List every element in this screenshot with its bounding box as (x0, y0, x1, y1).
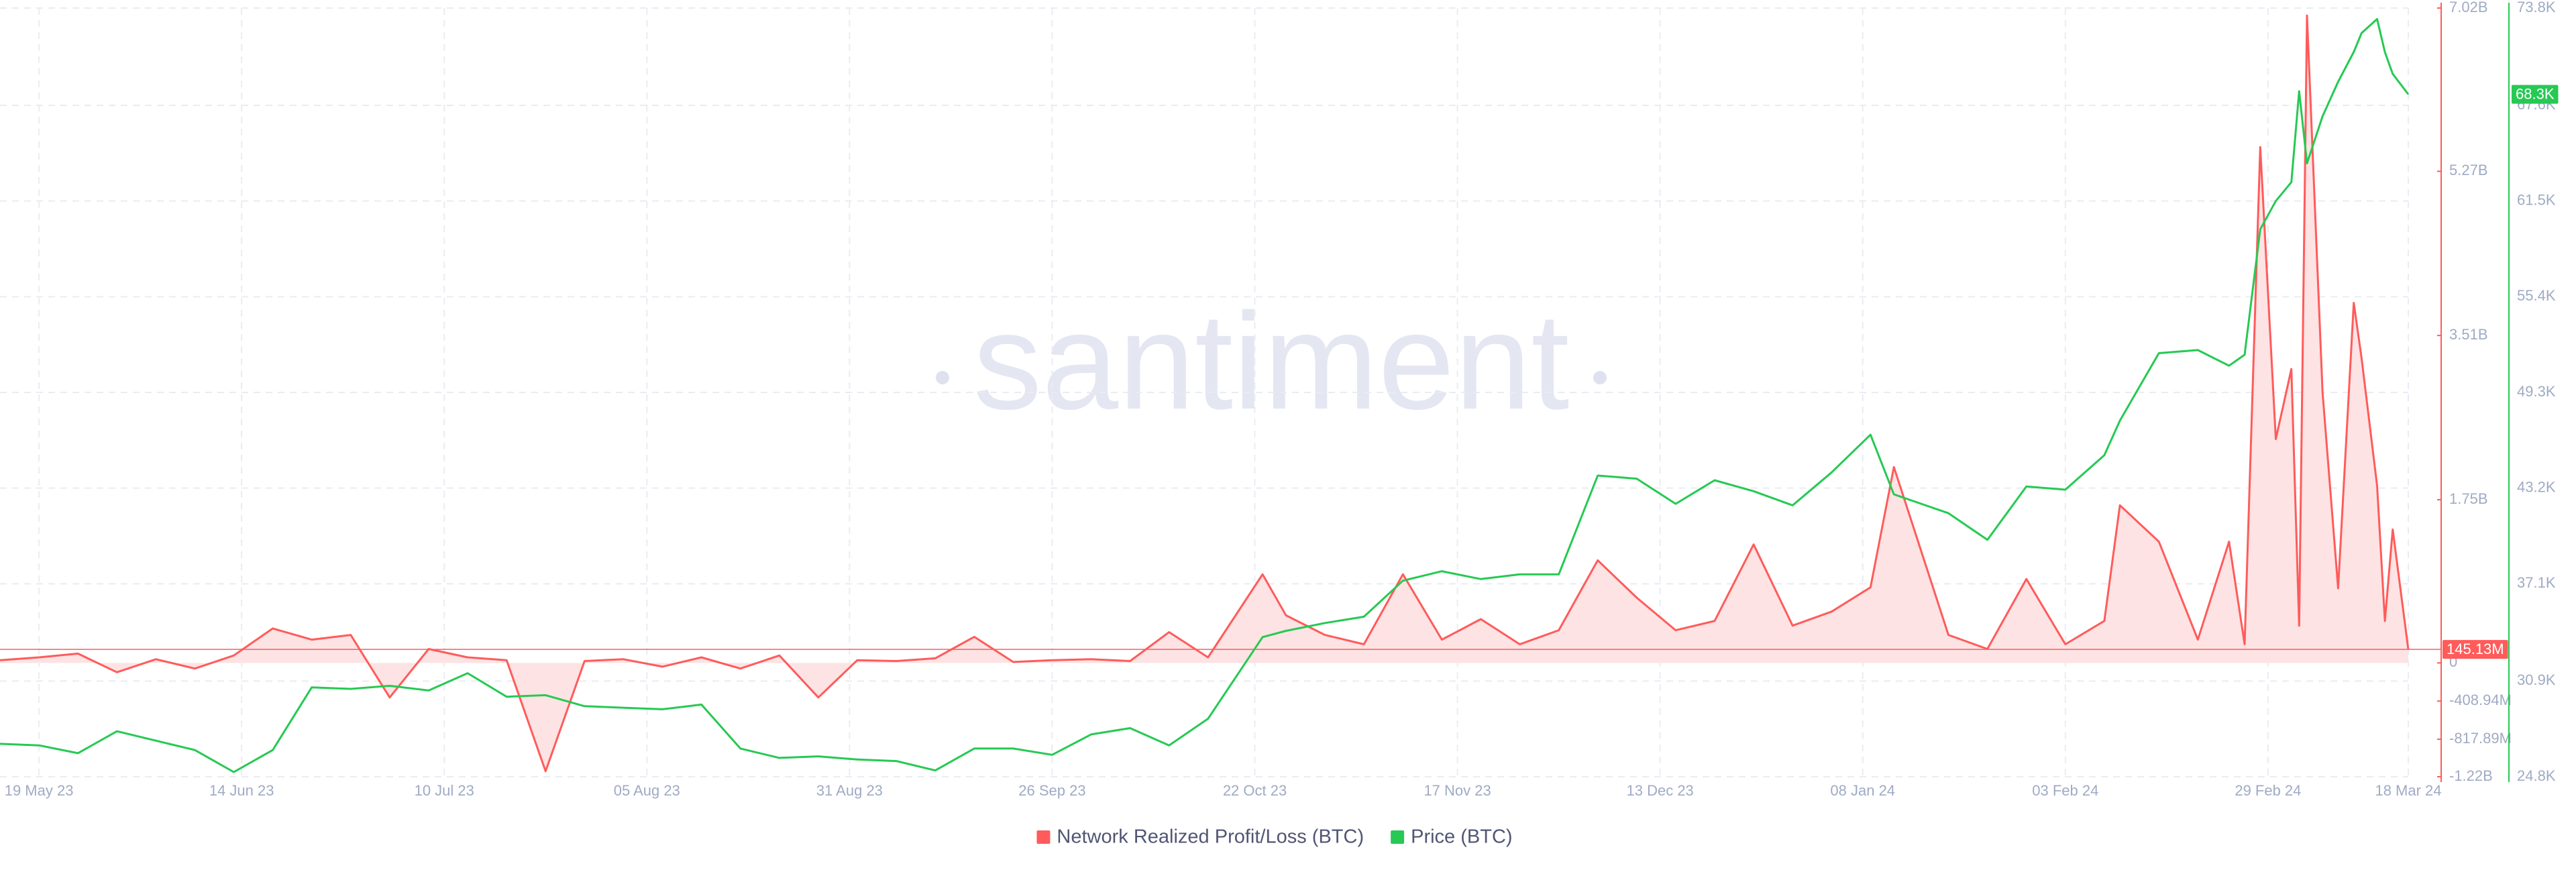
x-tick-label: 18 Mar 24 (2375, 782, 2441, 799)
legend-swatch (1036, 830, 1051, 844)
x-tick-label: 08 Jan 24 (1830, 782, 1895, 799)
y2-tick-label: 1.75B (2449, 490, 2488, 507)
x-tick-label: 10 Jul 23 (415, 782, 474, 799)
y-tick-label: 73.8K (2517, 0, 2556, 15)
y2-tick-label: -408.94M (2449, 692, 2512, 708)
legend-swatch (1391, 830, 1405, 844)
y-tick-label: 37.1K (2517, 574, 2556, 591)
x-tick-label: 13 Dec 23 (1627, 782, 1694, 799)
x-tick-label: 31 Aug 23 (816, 782, 883, 799)
current-value-badge (2512, 85, 2559, 104)
x-tick-label: 03 Feb 24 (2032, 782, 2098, 799)
y-tick-label: 43.2K (2517, 478, 2556, 495)
y2-tick-label: 7.02B (2449, 0, 2488, 15)
x-tick-label: 14 Jun 23 (209, 782, 274, 799)
y-tick-label: 55.4K (2517, 287, 2556, 304)
series-line (0, 17, 2410, 773)
watermark-dot (1593, 371, 1607, 384)
series-line (0, 14, 2410, 773)
y-tick-label: 24.8K (2517, 767, 2556, 784)
y2-tick-label: -1.22B (2449, 767, 2493, 784)
y2-tick-label: 3.51B (2449, 326, 2488, 343)
watermark-dot (936, 371, 949, 384)
current-value-badge (2443, 640, 2508, 659)
x-tick-label: 05 Aug 23 (614, 782, 680, 799)
y2-tick-label: 5.27B (2449, 162, 2488, 178)
legend-label: Network Realized Profit/Loss (BTC) (1057, 826, 1364, 848)
watermark: santiment (973, 284, 1570, 438)
y-tick-label: 30.9K (2517, 671, 2556, 688)
x-tick-label: 29 Feb 24 (2235, 782, 2301, 799)
x-tick-label: 17 Nov 23 (1424, 782, 1491, 799)
x-tick-label: 22 Oct 23 (1223, 782, 1287, 799)
y-tick-label: 61.5K (2517, 191, 2556, 208)
legend-label: Price (BTC) (1411, 826, 1512, 848)
y2-tick-label: -817.89M (2449, 730, 2512, 747)
y-tick-label: 49.3K (2517, 383, 2556, 400)
x-tick-label: 26 Sep 23 (1018, 782, 1085, 799)
current-value-label: 145.13M (2447, 641, 2504, 657)
x-tick-label: 19 May 23 (5, 782, 74, 799)
current-value-label: 68.3K (2516, 85, 2555, 102)
